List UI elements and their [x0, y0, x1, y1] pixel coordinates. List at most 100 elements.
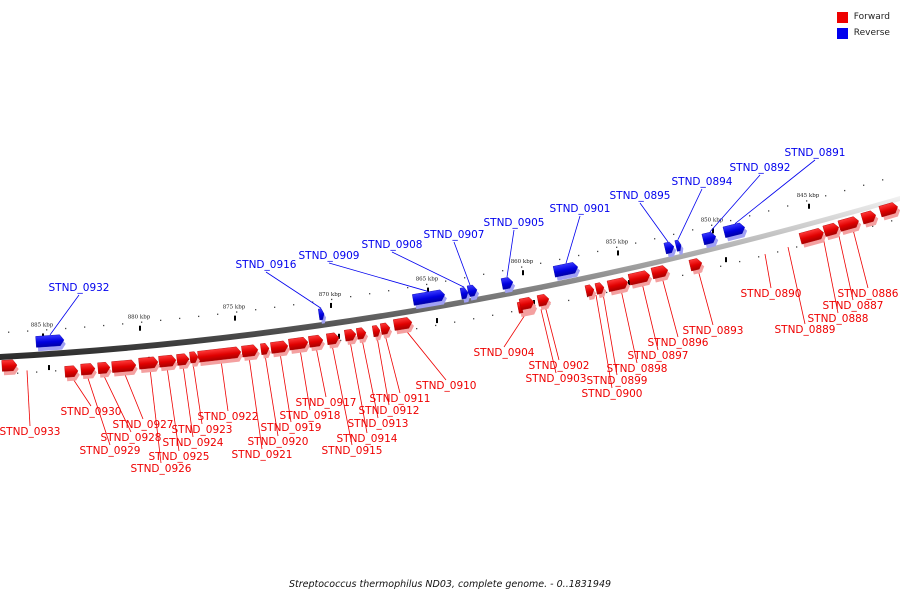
gene-stnd_0932[interactable]	[35, 334, 66, 352]
gene-stnd_0924[interactable]	[176, 353, 191, 370]
gene-stnd_0895[interactable]	[663, 241, 678, 258]
gene-label: STND_0913	[348, 418, 409, 430]
gene-arrow	[606, 277, 629, 292]
gene-stnd_0918[interactable]	[288, 336, 310, 354]
gene-stnd_0897[interactable]	[627, 269, 653, 289]
gene-stnd_0900[interactable]	[584, 284, 597, 301]
gene-arrow	[326, 332, 340, 346]
minor-tick-bottom	[682, 274, 684, 277]
gene-stnd_0920[interactable]	[260, 343, 271, 359]
gene-stnd_0923[interactable]	[189, 351, 200, 367]
gene-arrow	[878, 202, 898, 218]
gene-stnd_0911[interactable]	[379, 322, 393, 339]
gene-stnd_0914[interactable]	[344, 328, 359, 345]
minor-tick-top	[502, 270, 504, 272]
gene-stnd_0915[interactable]	[326, 332, 342, 349]
gene-stnd_0922[interactable]	[197, 346, 244, 367]
leader-line	[595, 294, 613, 389]
gene-stnd_0917[interactable]	[308, 334, 325, 352]
minor-tick-bottom	[340, 339, 342, 342]
gene-arrow	[371, 325, 381, 338]
minor-tick-bottom	[17, 372, 19, 374]
gene-stnd_0913[interactable]	[355, 327, 369, 344]
minor-tick-top	[369, 293, 371, 295]
gene-stnd_0933[interactable]	[1, 359, 19, 376]
legend-forward-label: Forward	[853, 12, 890, 22]
gene-stnd_0929[interactable]	[80, 363, 98, 380]
gene-stnd_0926[interactable]	[138, 356, 161, 374]
tick-label: 885 kbp	[31, 322, 54, 328]
gene-stnd_0888[interactable]	[837, 215, 863, 235]
minor-tick-top	[84, 326, 86, 328]
gene-arrow	[80, 363, 96, 376]
gene-arrow	[260, 343, 270, 355]
gene-stnd_0921[interactable]	[241, 344, 260, 361]
minor-tick-top	[141, 321, 143, 323]
gene-stnd_0912[interactable]	[371, 325, 383, 341]
major-tick	[234, 315, 236, 321]
minor-tick-top	[160, 319, 162, 322]
gene-label: STND_0911	[370, 393, 431, 405]
minor-tick-bottom	[435, 324, 437, 327]
gene-arrow	[189, 351, 199, 364]
major-tick	[617, 250, 619, 256]
gene-stnd_0896[interactable]	[650, 264, 671, 283]
gene-stnd_0927[interactable]	[111, 359, 139, 377]
gene-stnd_0892[interactable]	[701, 231, 720, 249]
minor-tick-top	[578, 254, 580, 257]
minor-tick-top	[825, 195, 827, 197]
gene-label: STND_0892	[730, 162, 791, 174]
gene-stnd_0898[interactable]	[606, 276, 631, 296]
gene-stnd_0889[interactable]	[822, 222, 843, 241]
leader-line	[709, 174, 761, 233]
minor-tick-top	[635, 242, 637, 244]
major-tick-bottom	[338, 333, 340, 339]
gene-stnd_0891[interactable]	[722, 222, 748, 242]
gene-stnd_0902[interactable]	[536, 293, 552, 311]
gene-stnd_0899[interactable]	[594, 282, 607, 299]
gene-stnd_0919[interactable]	[270, 340, 290, 358]
gene-stnd_0909[interactable]	[412, 289, 448, 310]
minor-tick-bottom	[473, 318, 475, 320]
gene-arrow	[35, 334, 65, 348]
gene-stnd_0916[interactable]	[318, 308, 327, 324]
gene-stnd_0890[interactable]	[798, 227, 828, 248]
gene-label: STND_0897	[628, 350, 689, 362]
leader-line	[49, 294, 80, 336]
minor-tick-bottom	[606, 291, 608, 294]
major-tick-bottom	[533, 300, 535, 306]
leader-line	[220, 360, 229, 412]
forward-swatch	[836, 11, 848, 23]
leader-line	[540, 309, 557, 374]
gene-stnd_0910[interactable]	[392, 317, 415, 335]
gene-stnd_0904[interactable]	[518, 296, 537, 314]
minor-tick-top	[749, 215, 751, 217]
leader-line	[248, 356, 263, 450]
gene-stnd_0901[interactable]	[552, 261, 581, 281]
gene-stnd_0905[interactable]	[500, 276, 516, 294]
major-tick-bottom	[436, 318, 438, 324]
gene-stnd_0930[interactable]	[64, 365, 81, 382]
leader-line	[123, 371, 144, 420]
leader-line	[331, 344, 353, 446]
gene-stnd_0925[interactable]	[158, 354, 178, 372]
minor-tick-top	[8, 331, 10, 333]
gene-stnd_0907[interactable]	[466, 284, 480, 301]
gene-stnd_0887[interactable]	[860, 209, 880, 228]
minor-tick-top	[654, 238, 656, 240]
leader-line	[149, 368, 162, 464]
legend: Forward Reverse	[836, 9, 890, 41]
leader-line	[734, 159, 816, 225]
leader-line	[764, 253, 772, 289]
leader-line	[639, 202, 669, 243]
tick-label: 860 kbp	[511, 259, 534, 265]
minor-tick-top	[198, 315, 200, 318]
gene-stnd_0928[interactable]	[97, 361, 113, 378]
leader-line	[265, 271, 322, 309]
gene-stnd_0894[interactable]	[674, 239, 685, 255]
gene-label: STND_0909	[299, 250, 360, 262]
gene-label: STND_0908	[362, 239, 423, 251]
gene-stnd_0908[interactable]	[459, 287, 471, 303]
gene-stnd_0893[interactable]	[688, 257, 706, 275]
gene-stnd_0886[interactable]	[878, 201, 900, 221]
